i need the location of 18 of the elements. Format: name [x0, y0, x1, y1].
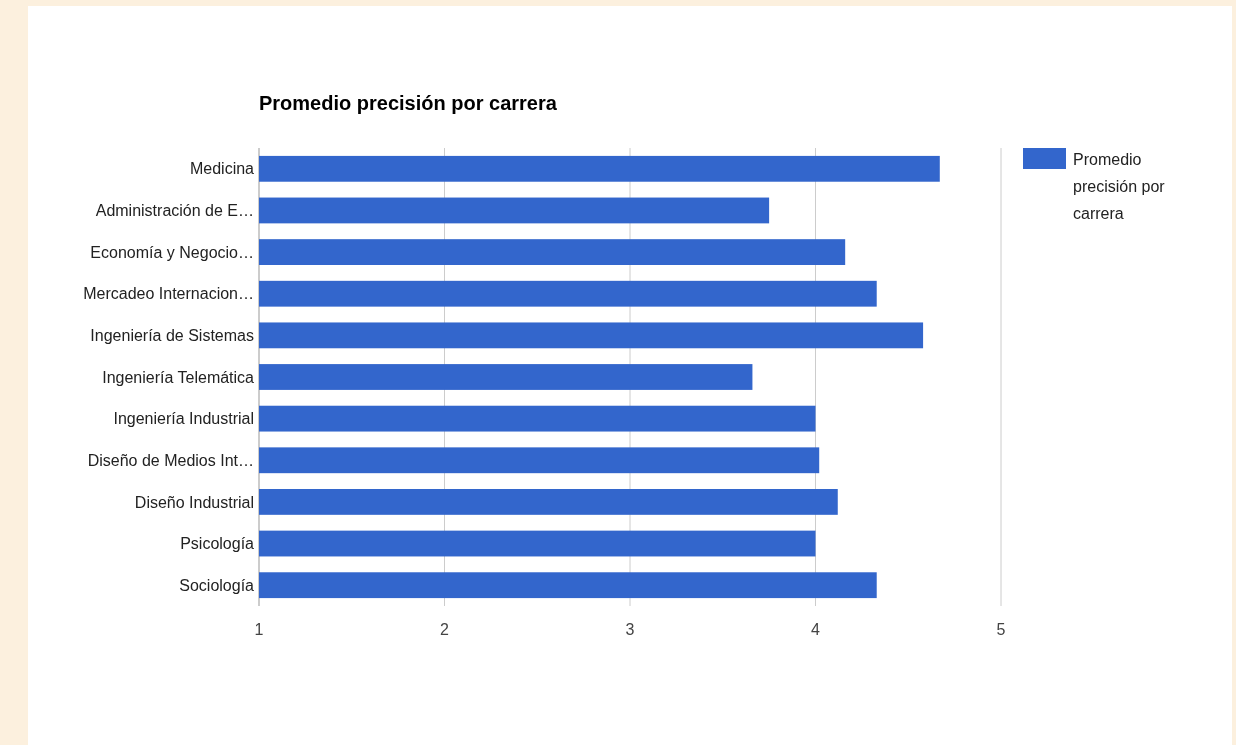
x-tick-label: 1	[254, 621, 264, 638]
y-tick-label: Ingeniería Telemática	[102, 368, 255, 386]
y-tick-label: Sociología	[179, 576, 255, 594]
x-tick-label: 4	[811, 621, 821, 638]
y-tick-label: Administración de E…	[95, 202, 254, 220]
y-tick-label: Psicología	[180, 535, 255, 553]
y-tick-label: Diseño Industrial	[134, 493, 254, 511]
legend-label: Promedio precisión por carrera	[1073, 151, 1166, 222]
y-tick-label: Medicina	[189, 160, 255, 178]
x-tick-label: 3	[625, 621, 635, 638]
chart-title: Promedio precisión por carrera	[259, 92, 558, 114]
x-tick-label: 2	[440, 621, 450, 638]
y-tick-label: Ingeniería de Sistemas	[90, 326, 254, 344]
y-tick-label: Mercadeo Internacion…	[83, 285, 254, 303]
y-tick-label: Ingeniería Industrial	[113, 410, 254, 428]
y-tick-label: Economía y Negocio…	[90, 243, 254, 261]
x-tick-label: 5	[996, 621, 1006, 638]
y-tick-label: Diseño de Medios Int…	[87, 451, 254, 469]
